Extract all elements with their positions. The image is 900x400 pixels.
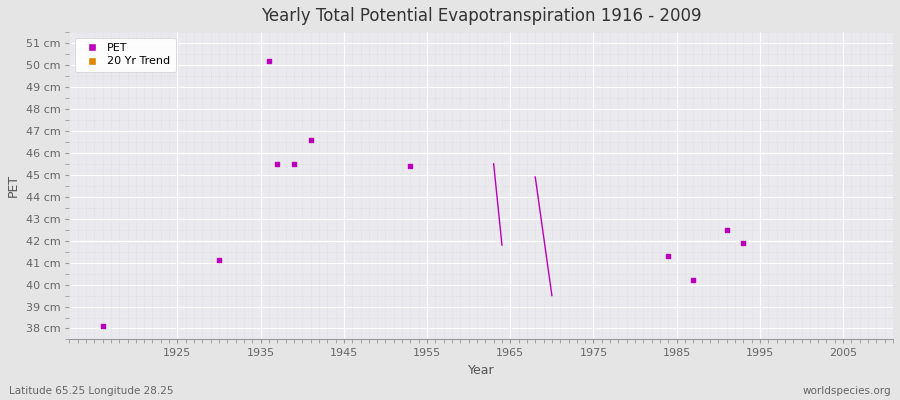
Point — [303, 136, 318, 143]
Point — [270, 161, 284, 167]
Title: Yearly Total Potential Evapotranspiration 1916 - 2009: Yearly Total Potential Evapotranspiratio… — [261, 7, 701, 25]
Y-axis label: PET: PET — [7, 174, 20, 197]
Point — [262, 58, 276, 64]
Text: Latitude 65.25 Longitude 28.25: Latitude 65.25 Longitude 28.25 — [9, 386, 174, 396]
X-axis label: Year: Year — [468, 364, 494, 377]
Legend: PET, 20 Yr Trend: PET, 20 Yr Trend — [75, 38, 176, 72]
Point — [662, 253, 676, 259]
Point — [212, 257, 226, 264]
Point — [719, 226, 733, 233]
Point — [287, 161, 302, 167]
Point — [736, 240, 751, 246]
Point — [686, 277, 700, 283]
Point — [403, 163, 418, 169]
Point — [95, 323, 110, 330]
Text: worldspecies.org: worldspecies.org — [803, 386, 891, 396]
